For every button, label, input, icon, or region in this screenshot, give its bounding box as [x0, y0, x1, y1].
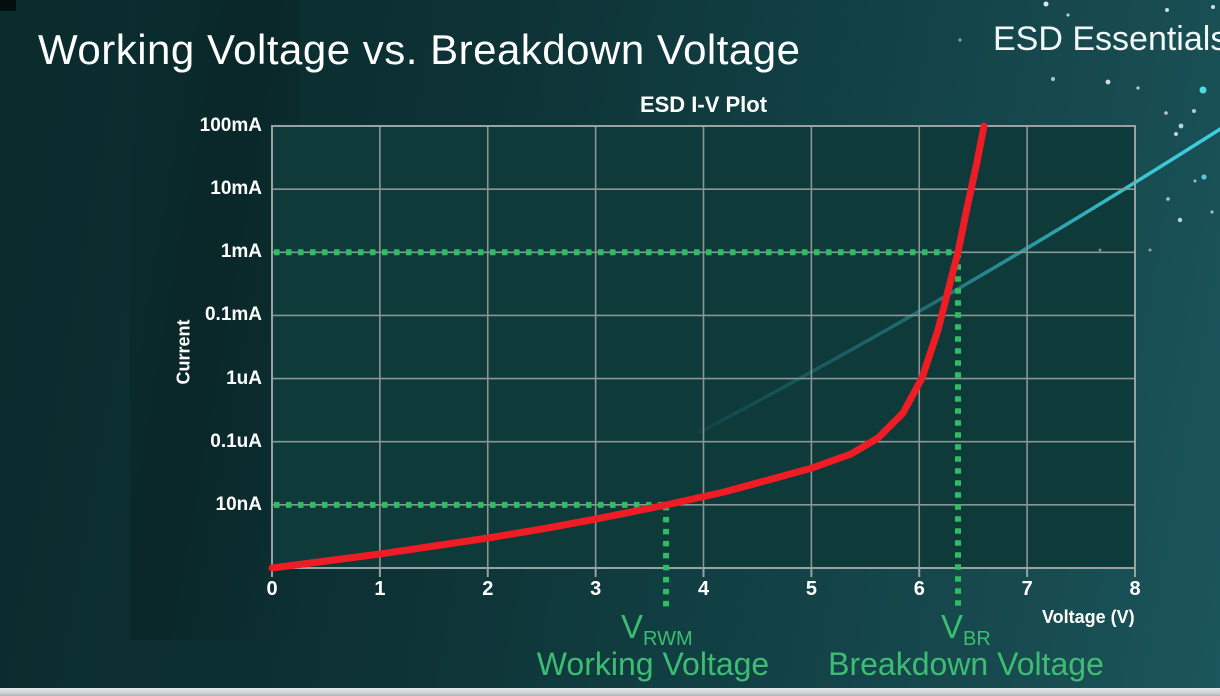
x-axis-title: Voltage (V): [1042, 607, 1135, 627]
chart-title: ESD I-V Plot: [639, 92, 768, 117]
background-particle: [1178, 123, 1184, 129]
brand-label: ESD Essentials: [993, 20, 1220, 58]
x-tick-label: 2: [482, 578, 494, 600]
background-swoosh: [698, 127, 1220, 434]
y-tick-label: 0.1uA: [210, 430, 262, 452]
background-particle: [1136, 86, 1140, 90]
slide-title: Working Voltage vs. Breakdown Voltage: [38, 26, 801, 73]
top-left-corner-artifact: [0, 0, 16, 11]
background-particle: [1098, 248, 1102, 252]
background-particle: [1164, 111, 1168, 115]
background-particle: [1201, 174, 1207, 180]
x-tick-label: 7: [1021, 578, 1033, 600]
x-tick-label: 8: [1129, 578, 1141, 600]
background-particle: [1174, 132, 1178, 136]
background-particle: [1193, 179, 1197, 183]
vbr-symbol-main: V: [941, 608, 964, 645]
vrwm-symbol: VRWM: [621, 608, 693, 651]
vrwm-symbol-main: V: [621, 608, 644, 645]
y-tick-label: 10mA: [210, 178, 262, 200]
vrwm-symbol-sub: RWM: [643, 628, 693, 650]
vbr-symbol-sub: BR: [963, 628, 991, 650]
iv-curve: [268, 122, 988, 572]
breakdown-voltage-label: Breakdown Voltage: [828, 646, 1104, 682]
y-tick-label: 1uA: [226, 367, 262, 389]
x-tick-label: 5: [805, 578, 817, 600]
background-particle: [1066, 13, 1070, 17]
background-particle: [1043, 1, 1049, 7]
x-tick-label: 6: [913, 578, 925, 600]
footer-bar: [0, 688, 1220, 696]
vbr-symbol: VBR: [941, 608, 991, 651]
background-particle: [958, 38, 962, 42]
background-particle: [1211, 5, 1215, 9]
x-tick-label: 3: [590, 578, 602, 600]
x-tick-label: 1: [374, 578, 386, 600]
background-particle: [1105, 79, 1111, 85]
background-particle: [1051, 77, 1055, 81]
background-particle: [1166, 197, 1170, 201]
background-particle: [1177, 217, 1183, 223]
x-tick-label: 4: [697, 578, 710, 600]
background-particle: [1199, 86, 1207, 94]
background-particle: [1210, 210, 1214, 214]
background-particle: [1192, 109, 1196, 113]
y-tick-label: 1mA: [220, 241, 262, 263]
y-tick-label: 0.1mA: [204, 304, 262, 326]
y-tick-label: 10nA: [215, 493, 262, 515]
working-voltage-label: Working Voltage: [536, 646, 770, 682]
y-tick-label: 100mA: [199, 115, 262, 136]
background-particle: [1165, 8, 1169, 12]
x-tick-label: 0: [266, 578, 278, 600]
background-particle: [1148, 248, 1152, 252]
